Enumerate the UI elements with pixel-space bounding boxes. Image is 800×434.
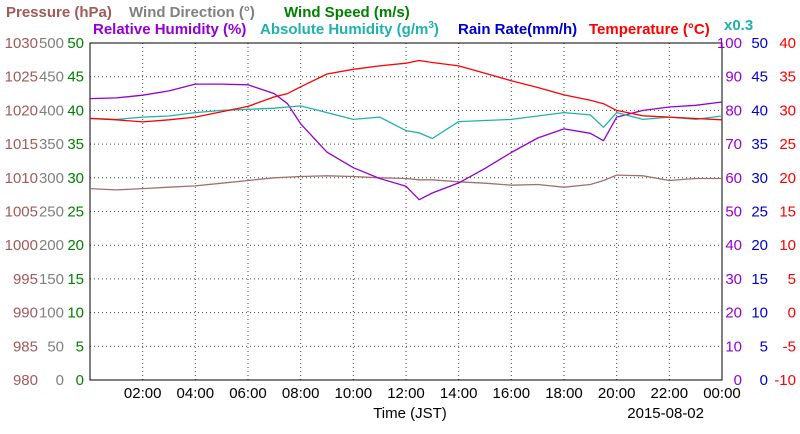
y-tick-label-relative-humidity: 0: [734, 372, 742, 389]
series-line-pressure-hpa: [89, 174, 722, 191]
y-tick-label-wind-direction: 400: [39, 102, 64, 119]
y-tick-label-pressure: 1025: [5, 69, 38, 86]
y-tick-label-wind-speed: 10: [67, 305, 84, 322]
y-tick-label-temperature: 0: [788, 305, 796, 322]
y-tick-label-wind-direction: 50: [47, 338, 64, 355]
y-tick-label-wind-speed: 50: [67, 35, 84, 52]
y-tick-label-pressure: 980: [13, 372, 38, 389]
y-tick-label-wind-direction: 100: [39, 305, 64, 322]
y-tick-label-wind-direction: 450: [39, 69, 64, 86]
y-tick-label-wind-speed: 40: [67, 102, 84, 119]
y-tick-label-rain-rate: 30: [751, 170, 768, 187]
y-tick-label-wind-speed: 45: [67, 69, 84, 86]
x-tick-label: 14:00: [440, 385, 478, 402]
x-tick-label: 04:00: [177, 385, 215, 402]
y-tick-label-relative-humidity: 30: [725, 271, 742, 288]
plot-border: [89, 42, 723, 381]
header-relative-humidity: Relative Humidity (%): [93, 21, 246, 38]
y-tick-label-rain-rate: 15: [751, 271, 768, 288]
y-tick-label-pressure: 1000: [5, 237, 38, 254]
y-tick-label-wind-direction: 500: [39, 35, 64, 52]
y-tick-label-wind-speed: 0: [76, 372, 84, 389]
y-tick-label-relative-humidity: 50: [725, 204, 742, 221]
x-tick-label: 02:00: [124, 385, 162, 402]
y-tick-label-relative-humidity: 20: [725, 305, 742, 322]
y-tick-label-pressure: 985: [13, 338, 38, 355]
y-tick-label-wind-direction: 350: [39, 136, 64, 153]
x-axis-label: Time (JST): [373, 405, 447, 422]
x-tick-label: 12:00: [387, 385, 425, 402]
y-tick-label-temperature: -10: [774, 372, 796, 389]
x-tick-label: 10:00: [335, 385, 373, 402]
y-tick-label-pressure: 995: [13, 271, 38, 288]
y-tick-label-relative-humidity: 10: [725, 338, 742, 355]
x-tick-label: 00:00: [703, 385, 741, 402]
y-tick-label-temperature: 25: [779, 136, 796, 153]
y-tick-label-pressure: 1020: [5, 102, 38, 119]
y-tick-label-rain-rate: 20: [751, 237, 768, 254]
y-tick-label-relative-humidity: 70: [725, 136, 742, 153]
y-tick-label-pressure: 1010: [5, 170, 38, 187]
series-line-absolute-humidity-g-m: [89, 105, 723, 140]
y-tick-label-temperature: 40: [779, 35, 796, 52]
x-tick-label: 20:00: [598, 385, 636, 402]
series-line-relative-humidity: [89, 83, 723, 201]
header-pressure: Pressure (hPa): [6, 4, 112, 21]
y-tick-label-wind-direction: 0: [56, 372, 64, 389]
y-tick-label-temperature: 30: [779, 102, 796, 119]
y-tick-label-wind-speed: 20: [67, 237, 84, 254]
y-tick-label-rain-rate: 40: [751, 102, 768, 119]
y-tick-label-wind-direction: 200: [39, 237, 64, 254]
series-line-temperature-c: [89, 59, 723, 123]
y-tick-label-pressure: 1005: [5, 204, 38, 221]
header-temperature: Temperature (°C): [589, 21, 710, 38]
y-tick-label-pressure: 1030: [5, 35, 38, 52]
y-tick-label-wind-direction: 250: [39, 204, 64, 221]
x-tick-label: 08:00: [282, 385, 320, 402]
grid: [89, 42, 723, 381]
y-tick-label-rain-rate: 5: [760, 338, 768, 355]
y-tick-label-temperature: 20: [779, 170, 796, 187]
y-tick-label-pressure: 990: [13, 305, 38, 322]
x-tick-label: 06:00: [229, 385, 267, 402]
x-tick-label: 22:00: [651, 385, 689, 402]
header-absolute-humidity: Absolute Humidity (g/m3): [260, 20, 439, 38]
y-tick-label-temperature: 5: [788, 271, 796, 288]
y-tick-label-wind-speed: 35: [67, 136, 84, 153]
y-tick-label-temperature: -5: [783, 338, 796, 355]
x-tick-label: 18:00: [545, 385, 583, 402]
series-lines: [89, 59, 723, 201]
y-tick-label-relative-humidity: 90: [725, 69, 742, 86]
y-tick-label-wind-speed: 30: [67, 170, 84, 187]
y-tick-label-rain-rate: 10: [751, 305, 768, 322]
chart-date: 2015-08-02: [627, 405, 704, 422]
y-tick-label-rain-rate: 0: [760, 372, 768, 389]
header-legend: Pressure (hPa) Wind Direction (°) Wind S…: [6, 4, 753, 38]
header-x-factor: x0.3: [724, 17, 753, 34]
y-tick-label-wind-speed: 25: [67, 204, 84, 221]
axes: 02:00 04:00 06:00 08:00 10:00 12:00 14:00 16:00…: [5, 35, 796, 402]
y-tick-label-temperature: 35: [779, 69, 796, 86]
x-tick-label: 16:00: [493, 385, 531, 402]
header-wind-speed: Wind Speed (m/s): [284, 4, 410, 21]
y-tick-label-relative-humidity: 40: [725, 237, 742, 254]
header-wind-direction: Wind Direction (°): [129, 4, 255, 21]
y-tick-label-rain-rate: 35: [751, 136, 768, 153]
y-tick-label-wind-direction: 300: [39, 170, 64, 187]
y-tick-label-temperature: 10: [779, 237, 796, 254]
y-tick-label-relative-humidity: 60: [725, 170, 742, 187]
y-tick-label-rain-rate: 25: [751, 204, 768, 221]
y-tick-label-rain-rate: 45: [751, 69, 768, 86]
y-tick-label-wind-speed: 15: [67, 271, 84, 288]
y-tick-label-relative-humidity: 80: [725, 102, 742, 119]
y-tick-label-temperature: 15: [779, 204, 796, 221]
y-tick-label-wind-speed: 5: [76, 338, 84, 355]
y-tick-label-pressure: 1015: [5, 136, 38, 153]
header-rain-rate: Rain Rate(mm/h): [458, 21, 577, 38]
y-tick-label-rain-rate: 50: [751, 35, 768, 52]
y-tick-label-relative-humidity: 100: [717, 35, 742, 52]
y-tick-label-wind-direction: 150: [39, 271, 64, 288]
